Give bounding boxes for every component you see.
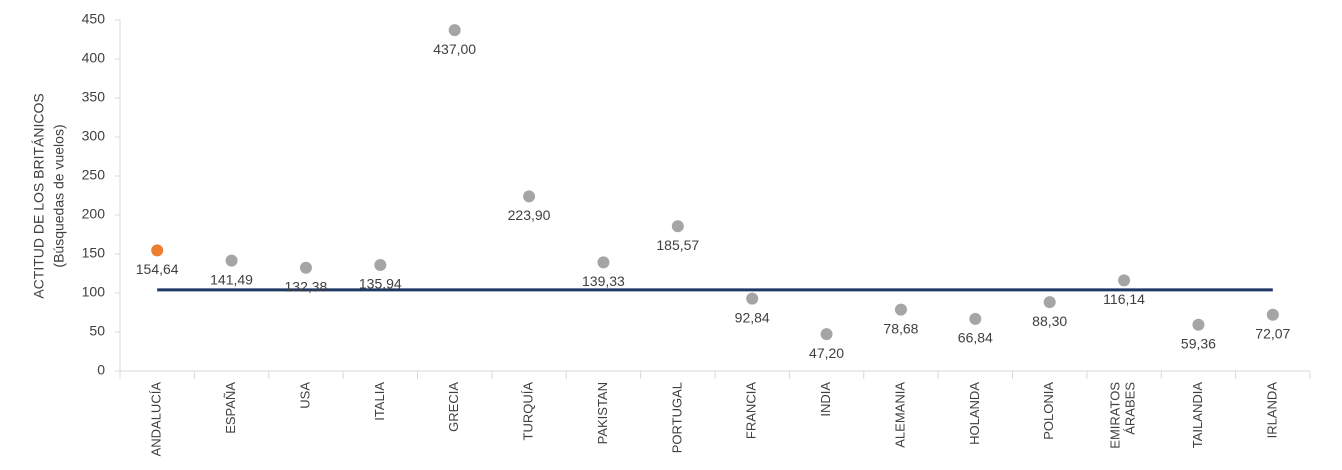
dot (374, 258, 387, 271)
x-tick-label: POLONIA (1041, 382, 1056, 440)
dot (969, 312, 982, 325)
data-label: 66,84 (958, 330, 993, 346)
dot (299, 261, 312, 274)
data-label: 223,90 (508, 207, 551, 223)
data-label: 139,33 (582, 273, 625, 289)
x-tick-label: IRLANDA (1264, 382, 1279, 439)
y-tick-label: 150 (82, 245, 106, 261)
x-tick-label: GRECIA (446, 382, 461, 432)
x-tick-label: ESPAÑA (223, 382, 238, 434)
x-tick-label: ANDALUCÍA (149, 382, 164, 457)
dot (1192, 318, 1205, 331)
dot (597, 256, 610, 269)
data-label: 116,14 (1103, 291, 1145, 307)
y-tick-label: 450 (82, 11, 106, 27)
data-label: 47,20 (809, 345, 844, 361)
x-tick-label: ITALIA (372, 382, 387, 421)
y-axis-title: ACTITUD DE LOS BRITÁNICOS (Búsquedas de … (31, 93, 67, 298)
x-tick-label: HOLANDA (967, 382, 982, 445)
y-tick-label: 100 (82, 284, 106, 300)
y-tick-label: 50 (89, 323, 105, 339)
data-label: 135,94 (359, 276, 402, 292)
x-tick-label: FRANCIA (744, 382, 759, 439)
x-tick-label: INDIA (818, 382, 833, 417)
data-label: 59,36 (1181, 335, 1216, 351)
dot (746, 292, 759, 305)
y-tick-label: 350 (82, 89, 106, 105)
x-tick-label: TURQUÍA (521, 382, 536, 441)
dot (151, 244, 164, 257)
dot (448, 24, 461, 37)
x-tick-label: PAKISTAN (595, 382, 610, 444)
dot (523, 190, 536, 203)
dot (894, 303, 907, 316)
y-tick-label: 300 (82, 128, 106, 144)
y-tick-label: 200 (82, 206, 106, 222)
data-label: 185,57 (656, 237, 699, 253)
x-tick-label: ALEMANIA (892, 382, 907, 448)
x-tick-label: TAILANDIA (1190, 382, 1205, 449)
dot (671, 220, 684, 233)
dot (820, 328, 833, 341)
data-label: 132,38 (285, 278, 328, 294)
y-tick-label: 250 (82, 167, 106, 183)
data-label: 88,30 (1032, 313, 1067, 329)
data-label: 72,07 (1255, 325, 1290, 341)
dot (1043, 296, 1056, 309)
dot (1266, 308, 1279, 321)
data-label: 437,00 (433, 41, 476, 57)
data-label: 92,84 (735, 309, 770, 325)
data-label: 78,68 (883, 320, 918, 336)
y-label-line: (Búsquedas de vuelos) (51, 124, 67, 267)
x-tick-label: PORTUGAL (669, 382, 684, 453)
x-tick-label: EMIRATOSÁRABES (1108, 382, 1138, 449)
y-label-line: ACTITUD DE LOS BRITÁNICOS (31, 93, 47, 298)
dot (1118, 274, 1131, 287)
dot (225, 254, 238, 267)
data-label: 154,64 (136, 261, 179, 277)
y-tick-label: 0 (97, 362, 105, 378)
x-tick-label: USA (297, 382, 312, 409)
data-label: 141,49 (210, 271, 253, 287)
y-tick-label: 400 (82, 50, 106, 66)
